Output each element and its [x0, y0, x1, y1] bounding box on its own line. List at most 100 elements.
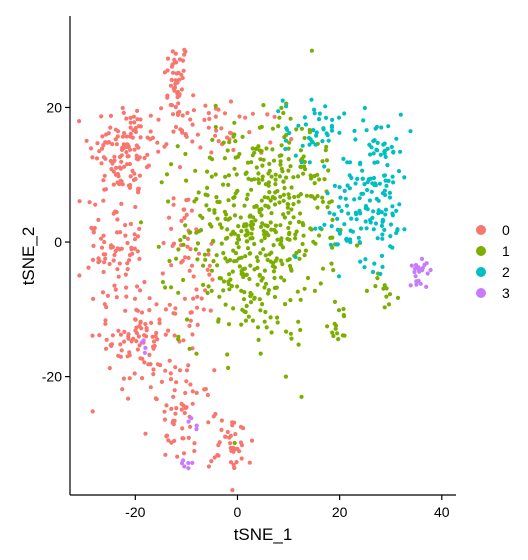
- data-point-cluster-1: [212, 210, 217, 215]
- data-point-cluster-0: [183, 49, 188, 54]
- data-point-cluster-0: [90, 257, 96, 262]
- data-point-cluster-0: [128, 131, 133, 136]
- data-point-cluster-3: [413, 274, 418, 279]
- data-point-cluster-2: [312, 111, 317, 116]
- data-point-cluster-0: [131, 114, 136, 119]
- data-point-cluster-0: [121, 146, 126, 151]
- data-point-cluster-1: [204, 203, 209, 208]
- data-point-cluster-0: [114, 230, 120, 235]
- data-point-cluster-1: [222, 156, 227, 161]
- data-point-cluster-0: [151, 339, 157, 344]
- data-point-cluster-0: [142, 360, 147, 365]
- data-point-cluster-0: [105, 293, 110, 298]
- data-point-cluster-2: [361, 118, 366, 123]
- data-point-cluster-1: [261, 103, 266, 108]
- data-point-cluster-0: [112, 154, 117, 159]
- data-point-cluster-1: [223, 174, 228, 179]
- data-point-cluster-1: [278, 223, 283, 228]
- data-point-cluster-0: [159, 379, 164, 384]
- data-point-cluster-0: [186, 255, 191, 260]
- data-point-cluster-0: [233, 432, 238, 437]
- data-point-cluster-0: [190, 122, 195, 127]
- data-point-cluster-0: [239, 456, 244, 461]
- data-point-cluster-0: [124, 150, 129, 155]
- data-point-cluster-0: [227, 435, 232, 440]
- data-point-cluster-1: [227, 272, 232, 277]
- data-point-cluster-0: [147, 296, 152, 301]
- data-point-cluster-1: [254, 255, 259, 260]
- data-point-cluster-2: [371, 227, 376, 232]
- data-point-cluster-0: [126, 396, 131, 401]
- data-point-cluster-0: [77, 199, 82, 204]
- data-point-cluster-1: [262, 268, 267, 273]
- data-point-cluster-0: [144, 165, 149, 170]
- data-point-cluster-2: [322, 164, 327, 169]
- data-point-cluster-1: [303, 248, 308, 253]
- data-point-cluster-0: [102, 173, 107, 178]
- data-point-cluster-0: [232, 465, 237, 470]
- data-point-cluster-0: [173, 104, 178, 110]
- data-point-cluster-1: [278, 162, 283, 167]
- data-point-cluster-1: [236, 237, 242, 242]
- data-point-cluster-0: [171, 86, 176, 91]
- data-point-cluster-0: [142, 155, 147, 161]
- data-point-cluster-2: [309, 97, 314, 102]
- data-point-cluster-0: [198, 145, 203, 150]
- data-point-cluster-1: [245, 192, 250, 197]
- data-point-cluster-1: [326, 168, 331, 173]
- data-point-cluster-0: [195, 294, 200, 299]
- data-point-cluster-1: [244, 196, 249, 202]
- data-point-cluster-0: [183, 255, 188, 260]
- data-point-cluster-1: [286, 210, 291, 215]
- data-point-cluster-2: [368, 152, 373, 157]
- legend-label-1: 1: [502, 243, 510, 259]
- data-point-cluster-2: [349, 175, 354, 180]
- data-point-cluster-1: [247, 276, 252, 282]
- data-point-cluster-2: [336, 274, 342, 279]
- data-point-cluster-1: [279, 153, 284, 158]
- data-point-cluster-0: [97, 149, 102, 154]
- data-point-cluster-1: [324, 158, 330, 163]
- data-point-cluster-1: [288, 266, 294, 272]
- data-point-cluster-0: [123, 233, 128, 238]
- data-point-cluster-2: [317, 111, 322, 116]
- y-tick-label: 20: [46, 99, 62, 115]
- data-point-cluster-0: [175, 91, 180, 96]
- data-point-cluster-2: [382, 173, 387, 178]
- data-point-cluster-0: [114, 142, 119, 147]
- data-point-cluster-0: [154, 302, 159, 307]
- data-point-cluster-2: [344, 203, 349, 208]
- data-point-cluster-1: [258, 351, 263, 356]
- data-point-cluster-2: [363, 257, 368, 262]
- data-point-cluster-0: [125, 267, 130, 272]
- data-point-cluster-0: [134, 284, 140, 289]
- data-point-cluster-3: [420, 268, 425, 273]
- data-point-cluster-1: [273, 223, 278, 228]
- data-point-cluster-0: [249, 438, 255, 443]
- data-point-cluster-1: [291, 202, 296, 207]
- data-point-cluster-0: [162, 144, 167, 149]
- data-point-cluster-1: [265, 204, 270, 209]
- data-point-cluster-0: [219, 418, 224, 423]
- data-point-cluster-3: [408, 283, 413, 288]
- data-point-cluster-0: [184, 212, 189, 217]
- data-point-cluster-1: [248, 294, 253, 299]
- data-point-cluster-1: [298, 192, 303, 197]
- data-point-cluster-1: [267, 161, 272, 166]
- data-point-cluster-2: [347, 160, 353, 165]
- data-point-cluster-2: [371, 175, 377, 181]
- data-point-cluster-0: [229, 448, 234, 453]
- data-point-cluster-0: [173, 306, 178, 311]
- data-point-cluster-0: [123, 223, 128, 228]
- data-point-cluster-1: [250, 318, 255, 323]
- data-point-cluster-0: [132, 371, 137, 376]
- data-point-cluster-0: [184, 379, 189, 384]
- data-point-cluster-1: [273, 172, 278, 177]
- data-point-cluster-0: [137, 226, 142, 231]
- data-point-cluster-1: [373, 284, 378, 289]
- legend-label-3: 3: [502, 285, 510, 301]
- data-point-cluster-2: [307, 160, 312, 165]
- y-axis-ticks: -20 0 20: [42, 99, 70, 385]
- data-point-cluster-1: [195, 241, 201, 246]
- data-point-cluster-1: [287, 195, 292, 200]
